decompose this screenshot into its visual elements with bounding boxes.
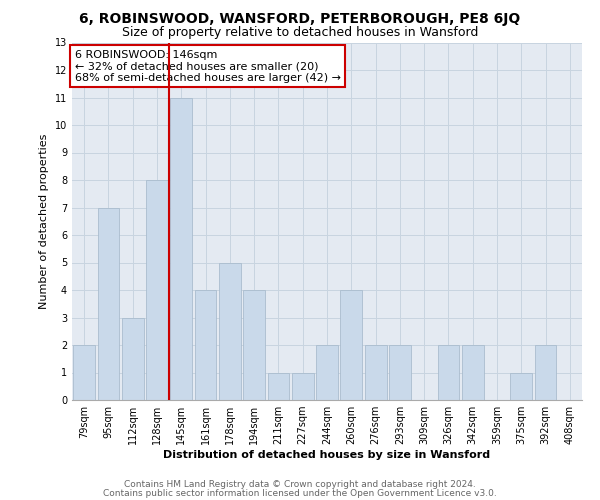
Bar (170, 98, 192, 400)
Text: Contains HM Land Registry data © Crown copyright and database right 2024.: Contains HM Land Registry data © Crown c… (124, 480, 476, 489)
Bar (437, 345, 460, 400)
Bar (511, 372, 532, 400)
Bar (462, 345, 484, 400)
Text: Size of property relative to detached houses in Wansford: Size of property relative to detached ho… (122, 26, 478, 39)
Bar (535, 345, 556, 400)
X-axis label: Distribution of detached houses by size in Wansford: Distribution of detached houses by size … (163, 450, 491, 460)
Y-axis label: Number of detached properties: Number of detached properties (39, 134, 49, 309)
Bar (194, 290, 217, 400)
Bar (365, 345, 386, 400)
Text: Contains public sector information licensed under the Open Government Licence v3: Contains public sector information licen… (103, 489, 497, 498)
Text: 6 ROBINSWOOD: 146sqm
← 32% of detached houses are smaller (20)
68% of semi-detac: 6 ROBINSWOOD: 146sqm ← 32% of detached h… (74, 50, 341, 83)
Bar (243, 290, 265, 400)
Bar (122, 318, 143, 400)
Text: 6, ROBINSWOOD, WANSFORD, PETERBOROUGH, PE8 6JQ: 6, ROBINSWOOD, WANSFORD, PETERBOROUGH, P… (79, 12, 521, 26)
Bar (389, 345, 411, 400)
Bar (268, 372, 289, 400)
Bar (73, 345, 95, 400)
Bar (292, 372, 314, 400)
Bar (316, 345, 338, 400)
Bar (146, 180, 168, 400)
Bar (97, 208, 119, 400)
Bar (340, 290, 362, 400)
Bar (219, 262, 241, 400)
